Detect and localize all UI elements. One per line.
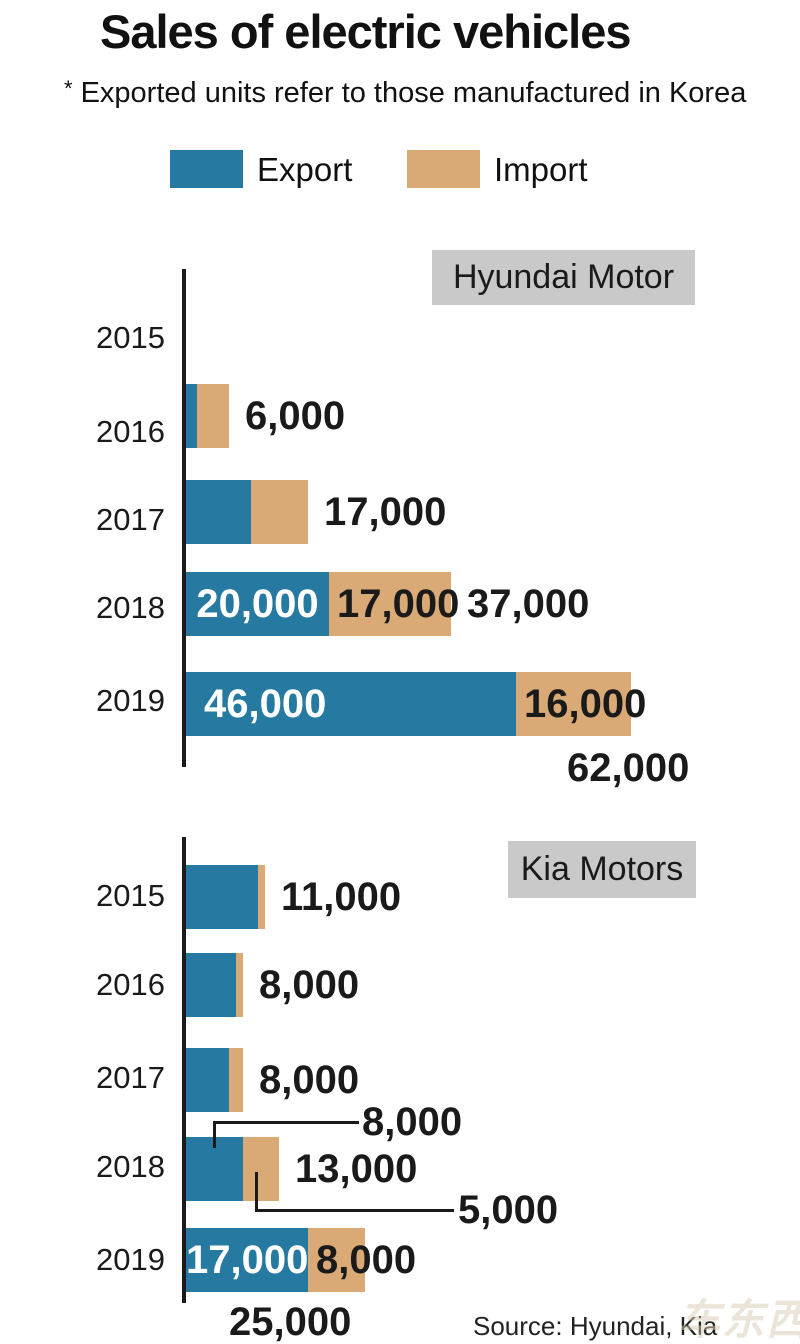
value-label-import: 17,000 xyxy=(337,582,460,626)
value-label-total: 8,000 xyxy=(259,963,360,1007)
callout-line-horizontal xyxy=(213,1121,359,1124)
bar-import-segment xyxy=(329,572,451,636)
year-label: 2019 xyxy=(96,683,165,718)
bar-export-segment xyxy=(186,480,251,544)
bar-export-segment xyxy=(186,1048,229,1112)
bar-import-segment xyxy=(516,672,631,736)
callout-line-vertical xyxy=(213,1122,216,1148)
chart-header-kia: Kia Motors xyxy=(508,841,696,898)
bar-export-segment xyxy=(186,672,516,736)
callout-line-horizontal xyxy=(255,1209,454,1212)
value-label-export: 46,000 xyxy=(204,682,327,726)
year-label: 2016 xyxy=(96,414,165,449)
bar-import-segment xyxy=(229,1048,243,1112)
axis-line xyxy=(182,837,186,1303)
bar-import-segment xyxy=(236,953,243,1017)
year-label: 2016 xyxy=(96,967,165,1002)
bar-import-segment xyxy=(258,865,265,929)
year-label: 2015 xyxy=(96,878,165,913)
legend-label-export: Export xyxy=(257,151,353,188)
year-label: 2018 xyxy=(96,590,165,625)
value-label-import: 5,000 xyxy=(458,1188,559,1232)
callout-line-vertical xyxy=(255,1172,258,1212)
axis-line xyxy=(182,269,186,767)
value-label-total: 25,000 xyxy=(229,1300,352,1344)
value-label-export: 8,000 xyxy=(362,1100,463,1144)
value-label-total: 62,000 xyxy=(567,746,690,790)
footnote-text: Exported units refer to those manufactur… xyxy=(80,77,747,109)
bar-export-segment xyxy=(186,1228,308,1292)
watermark: 车东西 xyxy=(678,1296,800,1343)
value-label-total: 8,000 xyxy=(259,1058,360,1102)
footnote: * Exported units refer to those manufactu… xyxy=(64,76,746,110)
chart-header-hyundai: Hyundai Motor xyxy=(432,250,695,305)
bar-import-segment xyxy=(197,384,229,448)
source-credit: Source: Hyundai, Kia xyxy=(473,1311,718,1341)
bar-export-segment xyxy=(186,953,236,1017)
bar-export-segment xyxy=(186,384,197,448)
value-label-total: 37,000 xyxy=(467,582,590,626)
year-label: 2017 xyxy=(96,1060,165,1095)
legend-swatch-import xyxy=(407,150,480,188)
year-label: 2019 xyxy=(96,1242,165,1277)
legend-label-import: Import xyxy=(494,151,588,188)
value-label-total: 17,000 xyxy=(324,490,447,534)
value-label-export: 20,000 xyxy=(196,582,319,626)
value-label-total: 13,000 xyxy=(295,1147,418,1191)
footnote-asterisk: * xyxy=(64,76,73,101)
bar-import-segment xyxy=(243,1137,279,1201)
value-label-import: 8,000 xyxy=(316,1238,417,1282)
year-label: 2018 xyxy=(96,1149,165,1184)
page-title: Sales of electric vehicles xyxy=(100,5,631,58)
value-label-total: 6,000 xyxy=(245,394,346,438)
value-label-import: 16,000 xyxy=(524,682,647,726)
bar-export-segment xyxy=(186,572,329,636)
bar-export-segment xyxy=(186,865,258,929)
bar-import-segment xyxy=(251,480,308,544)
year-label: 2015 xyxy=(96,320,165,355)
value-label-total: 11,000 xyxy=(281,875,402,919)
value-label-export: 17,000 xyxy=(186,1238,309,1282)
year-label: 2017 xyxy=(96,502,165,537)
bar-import-segment xyxy=(308,1228,365,1292)
legend-swatch-export xyxy=(170,150,243,188)
